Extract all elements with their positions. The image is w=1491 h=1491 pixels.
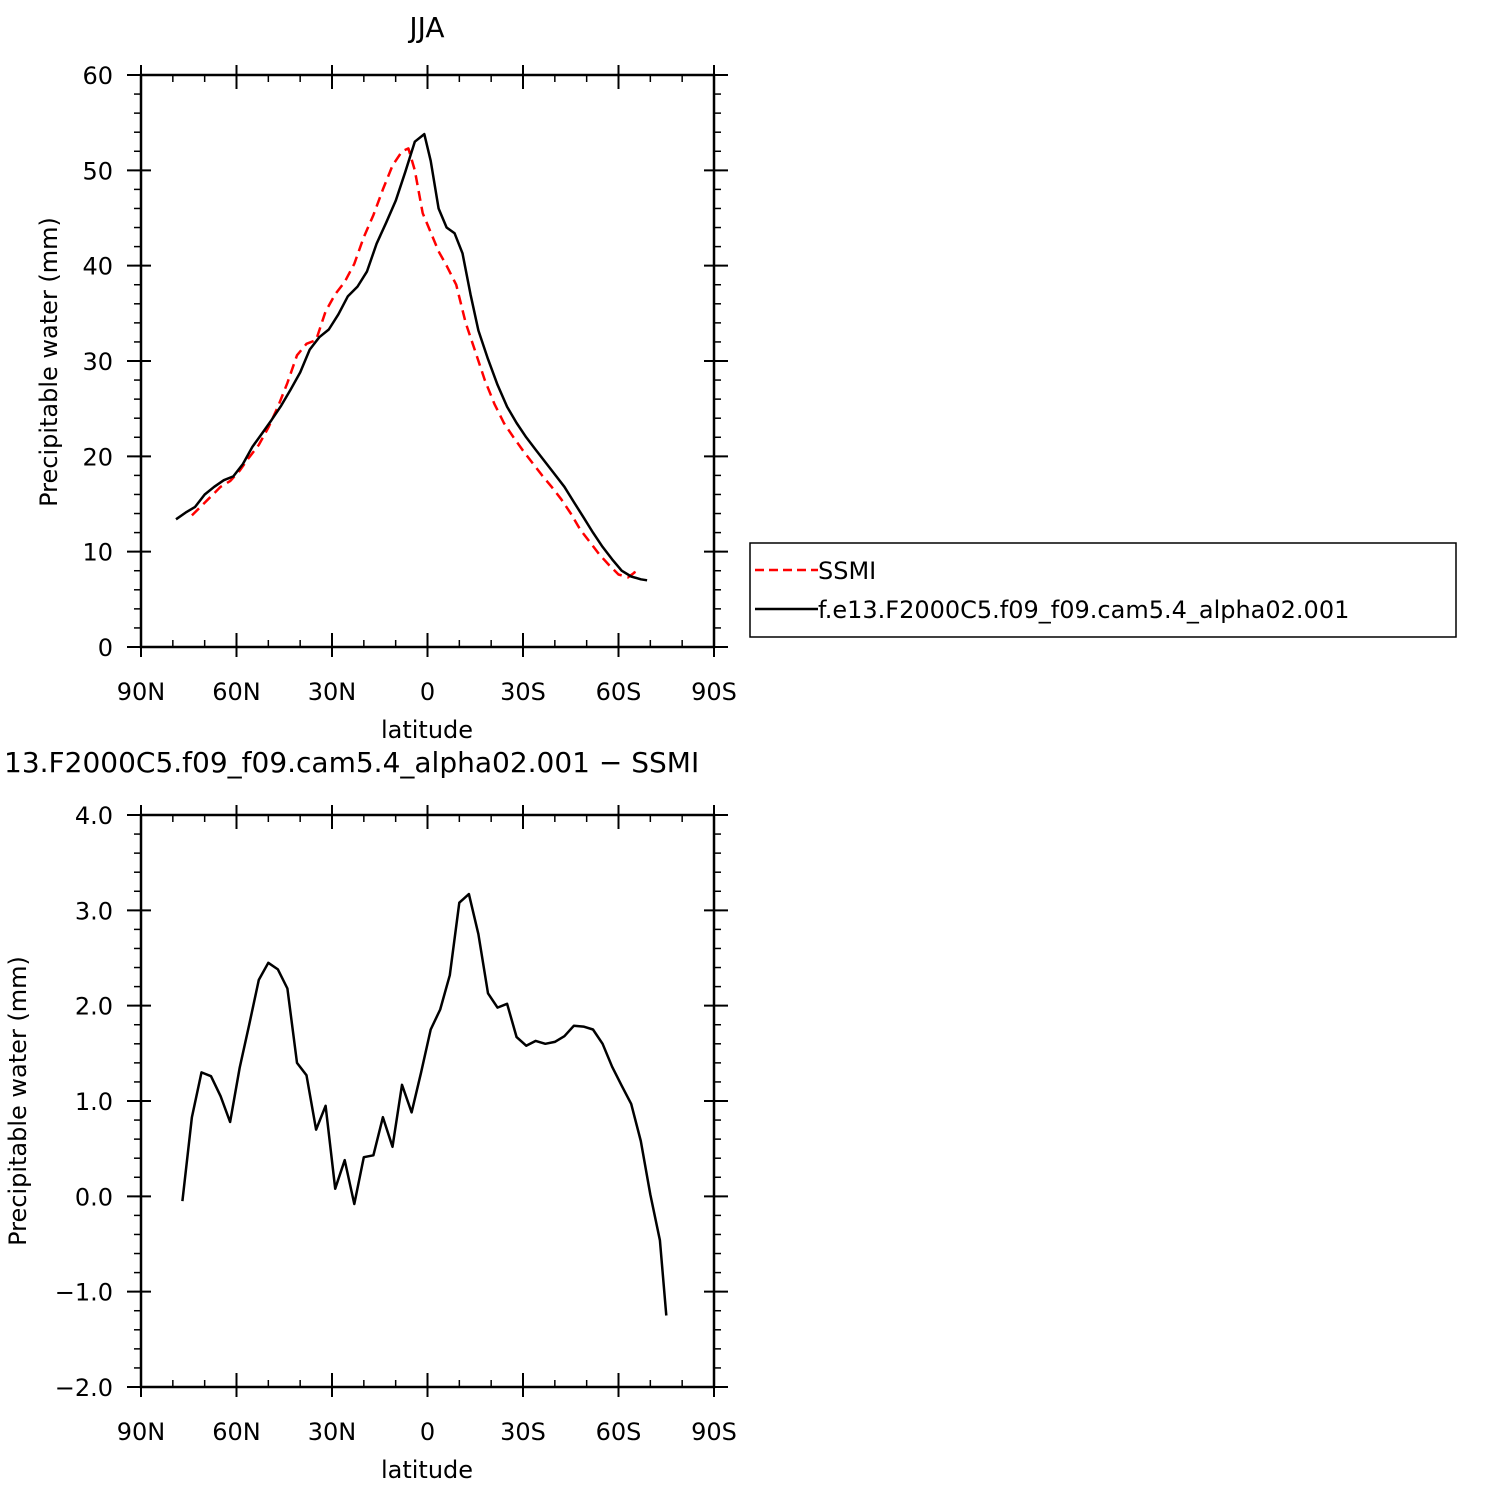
top-panel: JJA latitude Precipitable water (mm) 90N… [35,11,737,744]
top-x-tick-label: 30S [500,678,546,706]
legend-label-ssmi: SSMI [818,557,876,585]
bottom-y-tick-label: 4.0 [75,802,113,830]
top-chart-title: JJA [407,11,444,44]
bottom-plot-area [181,892,668,1316]
top-y-tick-label: 20 [82,443,113,471]
top-x-tick-label: 90N [117,678,166,706]
bottom-panel: 13.F2000C5.f09_f09.cam5.4_alpha02.001 − … [4,746,737,1484]
bottom-y-tick-label: 2.0 [75,993,113,1021]
bottom-chart-title: 13.F2000C5.f09_f09.cam5.4_alpha02.001 − … [4,746,699,779]
bottom-y-axis-label: Precipitable water (mm) [4,956,32,1246]
bottom-series-line-difference [181,892,668,1316]
top-y-tick-label: 10 [82,539,113,567]
top-plot-frame [139,73,716,649]
bottom-x-tick-label: 0 [420,1418,435,1446]
top-x-axis-label: latitude [381,716,473,744]
bottom-x-tick-label: 90S [691,1418,737,1446]
top-y-tick-label: 50 [82,157,113,185]
top-y-tick-label: 40 [82,253,113,281]
legend-box [749,542,1457,638]
bottom-x-tick-label: 90N [117,1418,166,1446]
top-ticks: 90N 60N 30N 0 30S 60S 90S 0 10 20 30 40 50 60 [82,62,736,706]
legend: SSMI f.e13.F2000C5.f09_f09.cam5.4_alpha0… [749,542,1457,638]
top-x-tick-label: 60N [212,678,261,706]
top-y-tick-label: 0 [98,634,113,662]
bottom-x-tick-label: 60S [596,1418,642,1446]
bottom-y-tick-label: 1.0 [75,1088,113,1116]
top-y-tick-label: 30 [82,348,113,376]
top-series-line-ssmi [191,147,639,579]
top-x-tick-label: 30N [308,678,357,706]
top-series-line-f-e13-f2000c5-f09-f09-cam5-4-alpha02-001 [175,132,648,582]
bottom-y-tick-label: −2.0 [55,1374,113,1402]
top-plot-area [175,132,648,582]
legend-label-model: f.e13.F2000C5.f09_f09.cam5.4_alpha02.001 [818,596,1349,624]
top-x-tick-label: 60S [596,678,642,706]
bottom-x-tick-label: 30N [308,1418,357,1446]
top-x-tick-label: 90S [691,678,737,706]
bottom-x-tick-label: 30S [500,1418,546,1446]
bottom-x-tick-label: 60N [212,1418,261,1446]
bottom-plot-frame [139,813,716,1389]
bottom-x-axis-label: latitude [381,1456,473,1484]
bottom-y-tick-label: −1.0 [55,1279,113,1307]
top-y-axis-label: Precipitable water (mm) [35,217,63,507]
bottom-y-tick-label: 0.0 [75,1183,113,1211]
top-y-tick-label: 60 [82,62,113,90]
top-x-tick-label: 0 [420,678,435,706]
bottom-y-tick-label: 3.0 [75,897,113,925]
